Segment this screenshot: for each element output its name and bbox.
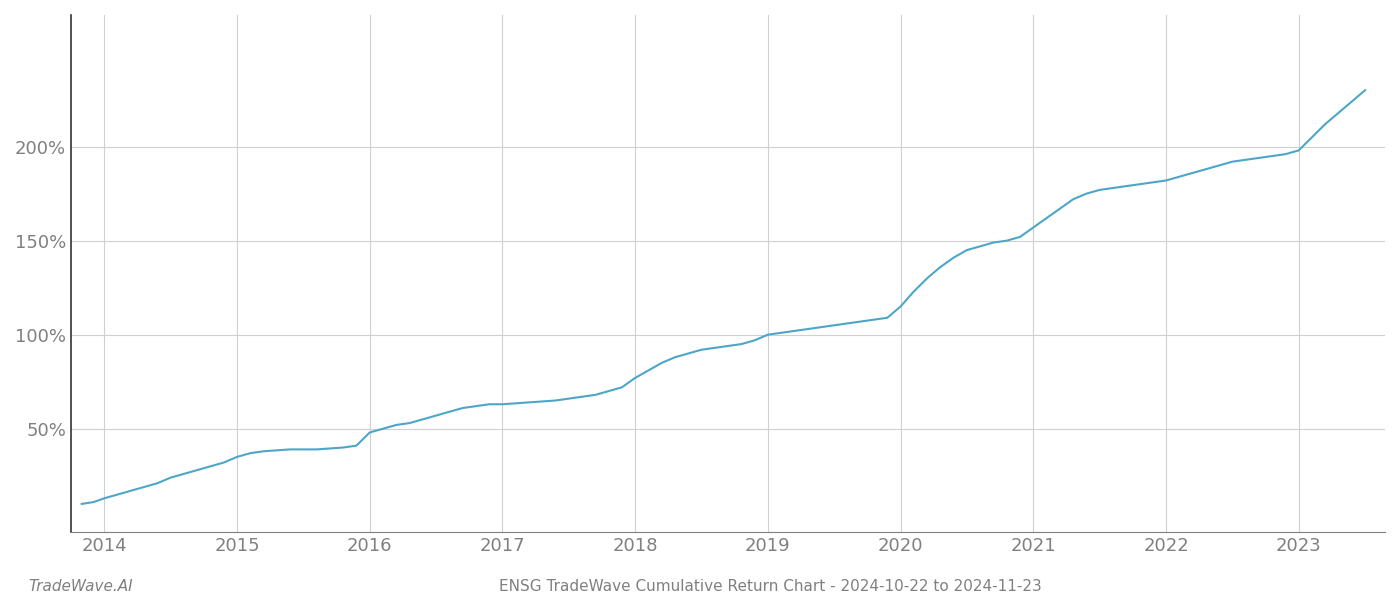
Text: ENSG TradeWave Cumulative Return Chart - 2024-10-22 to 2024-11-23: ENSG TradeWave Cumulative Return Chart -… [498, 579, 1042, 594]
Text: TradeWave.AI: TradeWave.AI [28, 579, 133, 594]
